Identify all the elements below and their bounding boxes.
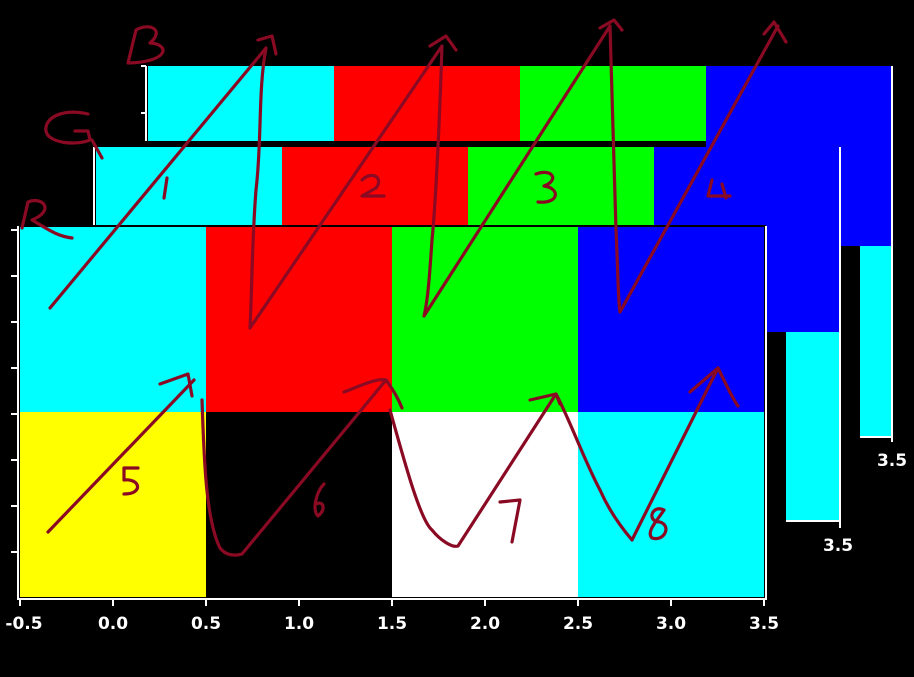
x-tick-label: 1.5 <box>377 614 407 634</box>
plane-letter-b <box>128 27 163 63</box>
plane-r-x-ticks <box>20 599 764 606</box>
x-tick-label: 1.0 <box>284 614 314 634</box>
plane-r-cell-3 <box>392 227 578 412</box>
plane-r-cell-4 <box>578 227 764 412</box>
x-tick-label: 0.5 <box>191 614 221 634</box>
x-tick-label: 3.5 <box>749 614 779 634</box>
plane-g-cell-green <box>468 147 654 225</box>
x-tick-label: -0.5 <box>5 614 42 634</box>
plane-g-cell-red <box>282 147 468 225</box>
plane-r-cell-1 <box>20 227 206 412</box>
plane-r-cell-5 <box>20 412 206 597</box>
plane-b-end-tick-label: 3.5 <box>877 451 907 471</box>
plane-g-cell-cyan-lower <box>786 332 840 520</box>
x-tick-label: 0.0 <box>98 614 128 634</box>
plane-r: -0.5 0.0 0.5 1.0 1.5 2.0 2.5 3.0 3.5 <box>5 226 779 634</box>
x-tick-label: 2.0 <box>470 614 500 634</box>
x-tick-label: 2.5 <box>563 614 593 634</box>
plane-b-cell-red <box>334 66 520 141</box>
plane-r-y-ticks <box>11 230 18 552</box>
plane-letter-g <box>46 112 90 143</box>
plane-g-end-tick-label: 3.5 <box>823 536 853 556</box>
plane-r-cell-6 <box>206 412 392 597</box>
plane-b-cell-cyan-lower <box>860 246 892 436</box>
x-tick-label: 3.0 <box>656 614 686 634</box>
scan-arrowheads-upper <box>258 20 786 54</box>
